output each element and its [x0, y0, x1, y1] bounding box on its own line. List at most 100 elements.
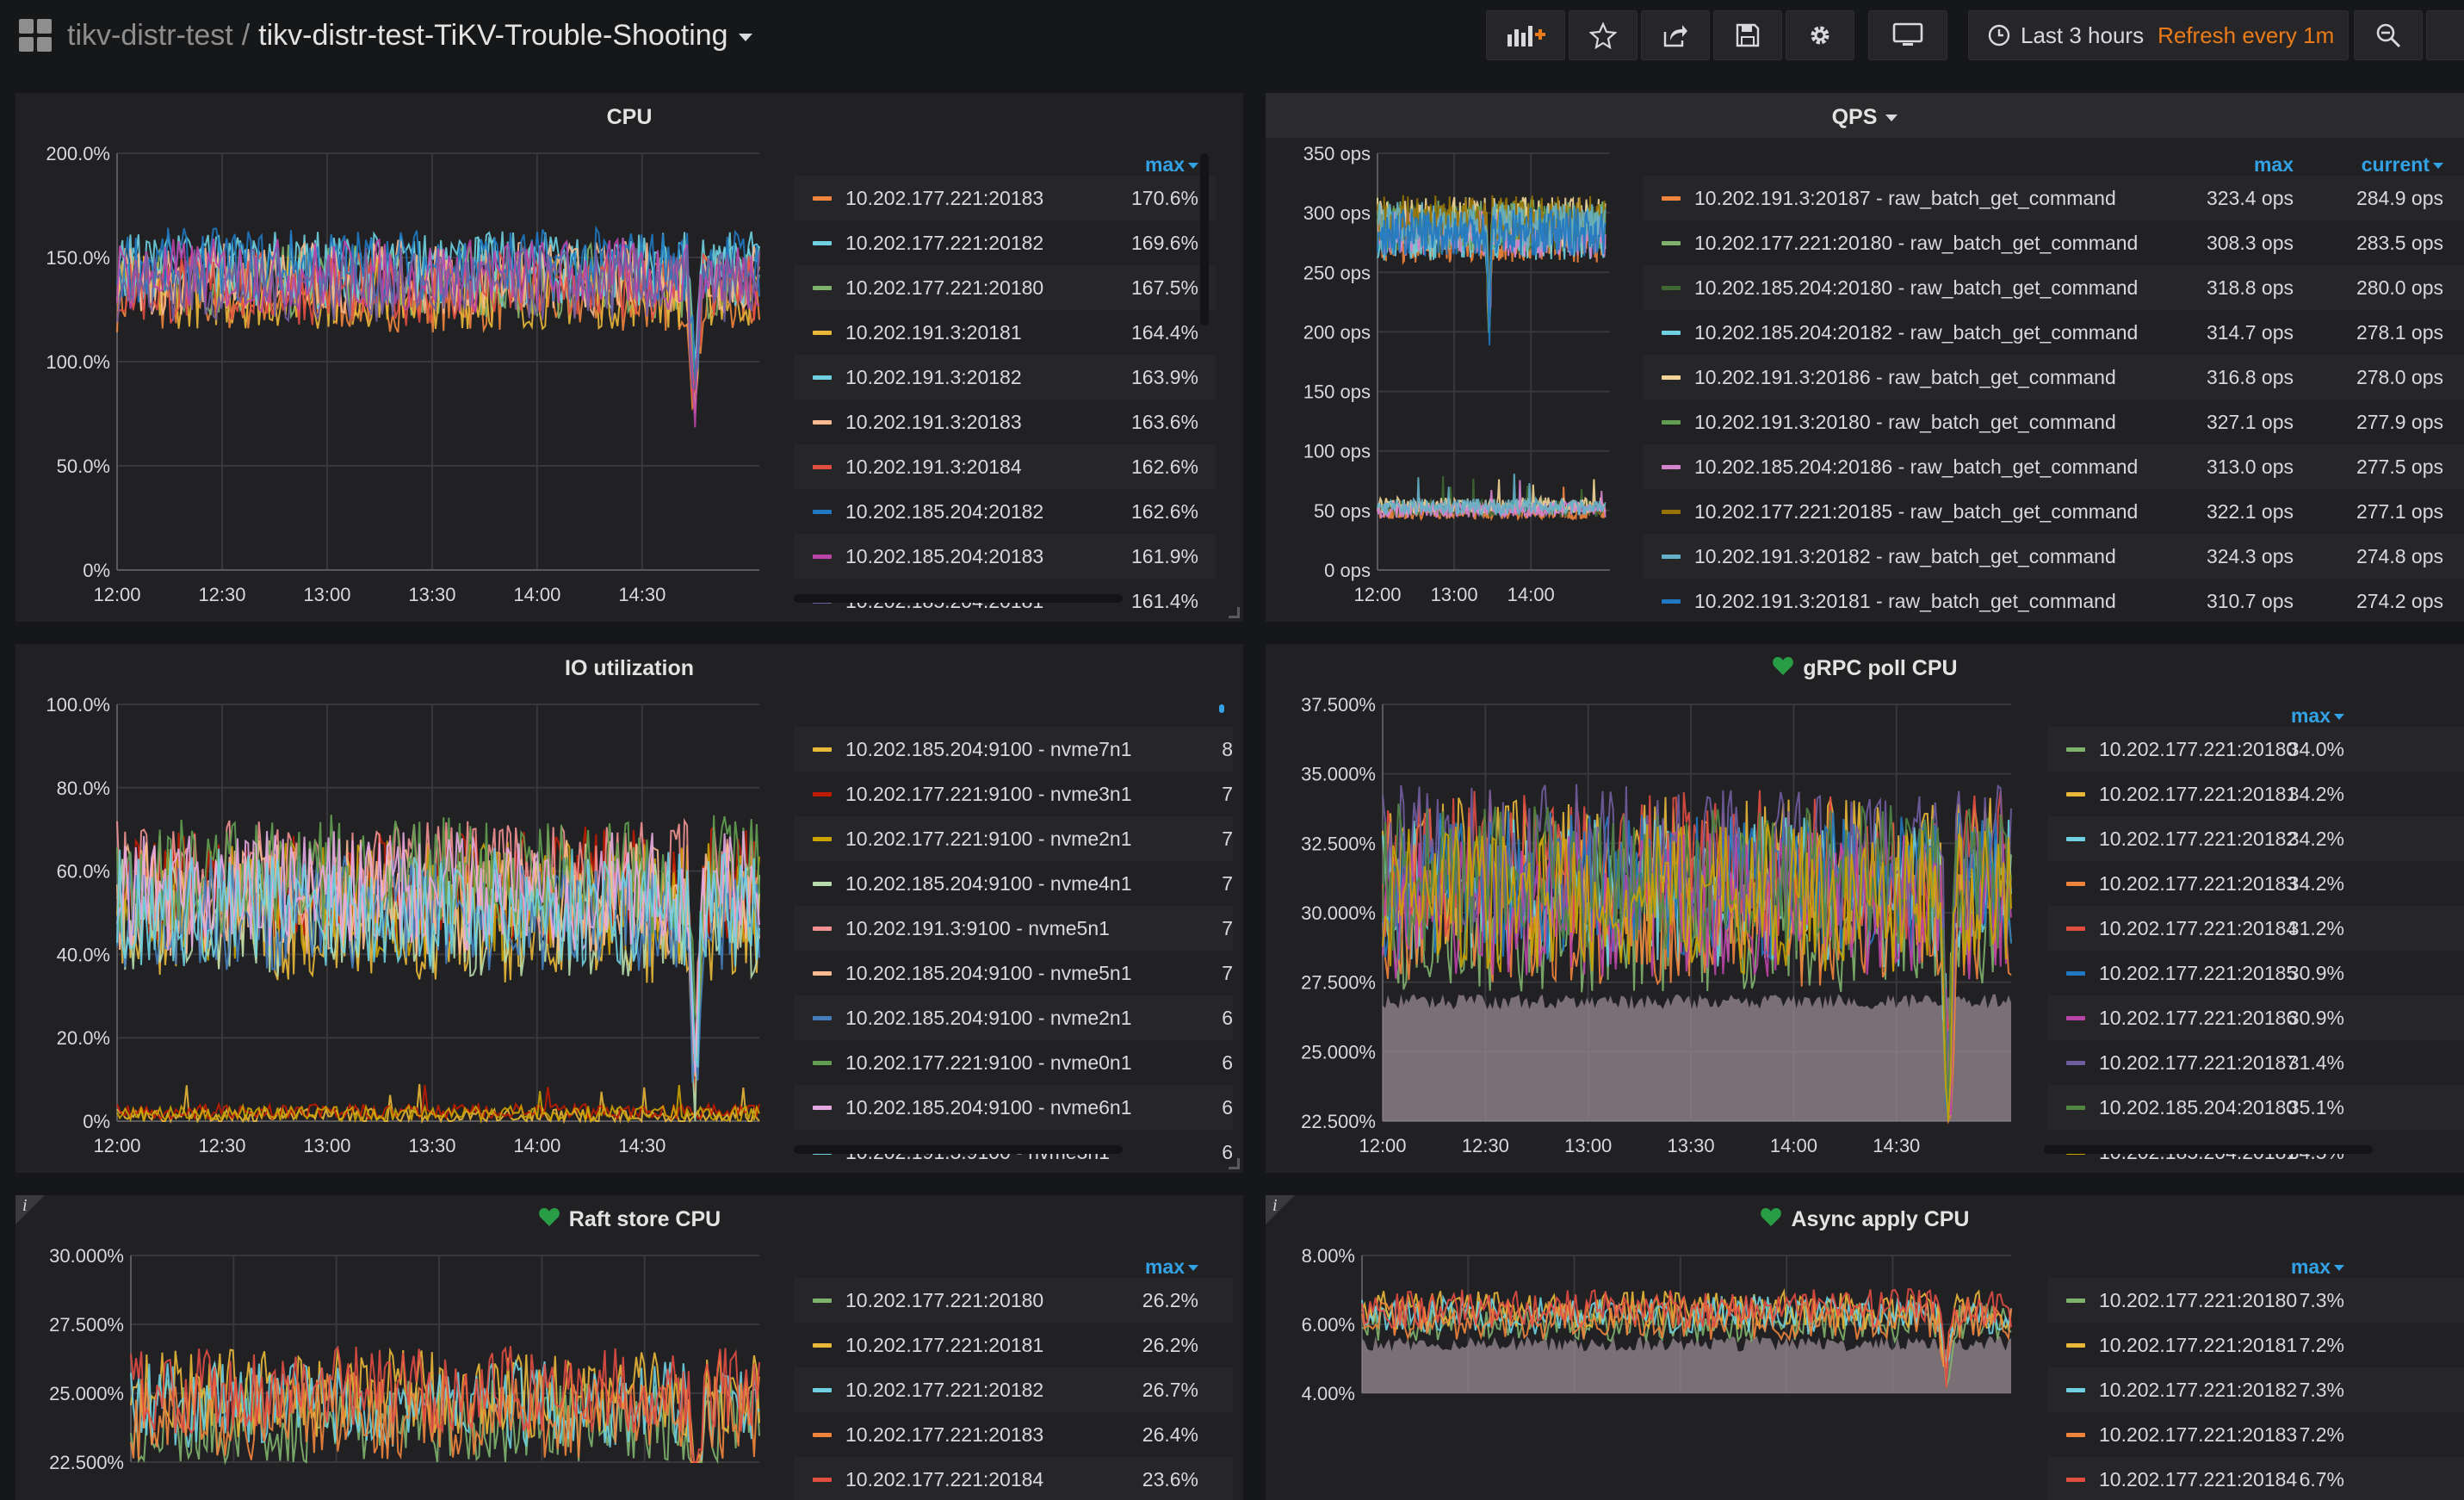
add-panel-button[interactable] — [1486, 10, 1565, 60]
legend-item[interactable]: 10.202.177.221:9100 - nvme2n1 7 — [794, 816, 1233, 861]
series-name[interactable]: 10.202.177.221:20184 — [845, 1468, 1044, 1491]
series-name[interactable]: 10.202.177.221:20182 — [845, 232, 1044, 254]
io-graph[interactable]: 100.0% 80.0% 60.0% 40.0% 20.0% 0% 12:00 12:30 13… — [15, 644, 799, 1173]
series-color-swatch[interactable] — [813, 510, 832, 514]
series-name[interactable]: 10.202.185.204:9100 - nvme7n1 — [845, 738, 1132, 760]
series-color-swatch[interactable] — [813, 241, 832, 245]
series-name[interactable]: 10.202.185.204:20186 - raw_batch_get_com… — [1694, 456, 2139, 478]
series-color-swatch[interactable] — [2066, 1388, 2085, 1392]
series-name[interactable]: 10.202.185.204:20182 — [845, 500, 1044, 523]
series-name[interactable]: 10.202.177.221:9100 - nvme2n1 — [845, 827, 1132, 850]
legend-scrollbar-h[interactable] — [2044, 1145, 2373, 1154]
legend-item[interactable]: 10.202.185.204:9100 - nvme2n1 6 — [794, 995, 1233, 1040]
legend-item[interactable]: 10.202.177.221:20184 6.7% — [2047, 1457, 2464, 1500]
legend-item[interactable]: 10.202.191.3:20181 164.4% — [794, 310, 1216, 355]
legend-sort-current[interactable]: current — [2349, 153, 2443, 188]
series-color-swatch[interactable] — [1662, 555, 1681, 559]
series-color-swatch[interactable] — [2066, 1061, 2085, 1065]
series-name[interactable]: 10.202.177.221:20184 — [2099, 917, 2298, 939]
info-icon[interactable]: i — [15, 1195, 45, 1224]
legend-item[interactable]: 10.202.191.3:20187 - raw_batch_get_comma… — [1643, 176, 2464, 220]
settings-button[interactable] — [1786, 10, 1854, 60]
raft-graph[interactable]: 30.000% 27.500% 25.000% 22.500% — [15, 1195, 799, 1500]
series-color-swatch[interactable] — [2066, 1016, 2085, 1020]
series-name[interactable]: 10.202.177.221:20180 - raw_batch_get_com… — [1694, 232, 2139, 254]
series-name[interactable]: 10.202.185.204:20182 - raw_batch_get_com… — [1694, 321, 2139, 344]
series-name[interactable]: 10.202.191.3:20184 — [845, 456, 1022, 478]
series-color-swatch[interactable] — [1662, 465, 1681, 469]
series-name[interactable]: 10.202.177.221:20183 — [2099, 1423, 2298, 1446]
legend-item[interactable]: 10.202.177.221:20187 31.4% — [2047, 1040, 2464, 1085]
series-name[interactable]: 10.202.177.221:20183 — [845, 187, 1044, 209]
legend-scrollbar[interactable] — [1219, 704, 1224, 713]
legend-item[interactable]: 10.202.191.3:20184 162.6% — [794, 444, 1216, 489]
series-name[interactable]: 10.202.177.221:9100 - nvme3n1 — [845, 783, 1132, 805]
series-name[interactable]: 10.202.191.3:20181 — [845, 321, 1022, 344]
series-color-swatch[interactable] — [813, 1388, 832, 1392]
legend-item[interactable]: 10.202.177.221:20184 23.6% — [794, 1457, 1233, 1500]
series-name[interactable]: 10.202.185.204:9100 - nvme5n1 — [845, 962, 1132, 984]
panel-title[interactable]: IO utilization — [565, 656, 694, 680]
series-name[interactable]: 10.202.185.204:20183 — [845, 545, 1044, 567]
legend-sort-max[interactable]: max — [2253, 153, 2294, 176]
legend-item[interactable]: 10.202.177.221:20182 26.7% — [794, 1367, 1233, 1412]
legend-item[interactable]: 10.202.191.3:9100 - nvme5n1 7 — [794, 906, 1233, 951]
resize-handle[interactable] — [1229, 607, 1240, 618]
share-button[interactable] — [1641, 10, 1710, 60]
chevron-down-icon[interactable] — [1885, 115, 1898, 122]
series-color-swatch[interactable] — [813, 555, 832, 559]
legend-item[interactable]: 10.202.177.221:20182 7.3% — [2047, 1367, 2464, 1412]
series-color-swatch[interactable] — [813, 1299, 832, 1303]
series-color-swatch[interactable] — [1662, 420, 1681, 425]
panel-title[interactable]: Async apply CPU — [1266, 1207, 2464, 1234]
legend-item[interactable]: 10.202.185.204:20182 162.6% — [794, 489, 1216, 534]
legend-item[interactable]: 10.202.185.204:20180 35.1% — [2047, 1085, 2464, 1130]
series-name[interactable]: 10.202.177.221:20182 — [2099, 827, 2298, 850]
legend-item[interactable]: 10.202.185.204:9100 - nvme7n1 8 — [794, 727, 1233, 772]
star-button[interactable] — [1569, 10, 1638, 60]
series-name[interactable]: 10.202.191.3:20182 — [845, 366, 1022, 388]
series-name[interactable]: 10.202.177.221:20185 - raw_batch_get_com… — [1694, 500, 2139, 523]
series-color-swatch[interactable] — [813, 465, 832, 469]
chevron-down-icon[interactable] — [738, 33, 752, 41]
series-color-swatch[interactable] — [813, 286, 832, 290]
series-color-swatch[interactable] — [2066, 927, 2085, 931]
series-color-swatch[interactable] — [813, 1016, 832, 1020]
series-name[interactable]: 10.202.177.221:20185 — [2099, 962, 2298, 984]
panel-header[interactable]: Async apply CPU — [1266, 1195, 2464, 1240]
series-name[interactable]: 10.202.177.221:20180 — [845, 276, 1044, 299]
series-color-swatch[interactable] — [813, 375, 832, 380]
panel-header[interactable]: Raft store CPU — [15, 1195, 1243, 1240]
legend-item[interactable]: 10.202.177.221:20183 7.2% — [2047, 1412, 2464, 1457]
legend-scrollbar[interactable] — [1200, 153, 1209, 325]
panel-title[interactable]: QPS — [1266, 105, 2464, 130]
series-color-swatch[interactable] — [813, 927, 832, 931]
series-color-swatch[interactable] — [2066, 882, 2085, 886]
legend-item[interactable]: 10.202.177.221:20182 169.6% — [794, 220, 1216, 265]
dashboard-title[interactable]: tikv-distr-test-TiKV-Trouble-Shooting — [258, 19, 728, 52]
legend-item[interactable]: 10.202.177.221:20182 34.2% — [2047, 816, 2464, 861]
series-name[interactable]: 10.202.177.221:20182 — [2099, 1379, 2298, 1401]
legend-item[interactable]: 10.202.191.3:20182 163.9% — [794, 355, 1216, 400]
series-color-swatch[interactable] — [813, 882, 832, 886]
series-color-swatch[interactable] — [813, 792, 832, 796]
legend-item[interactable]: 10.202.185.204:20183 161.9% — [794, 534, 1216, 579]
async-graph[interactable]: 8.00% 6.00% 4.00% — [1266, 1195, 2023, 1500]
legend-item[interactable]: 10.202.177.221:20186 30.9% — [2047, 995, 2464, 1040]
tv-mode-button[interactable] — [1868, 10, 1947, 60]
series-name[interactable]: 10.202.177.221:20181 — [2099, 783, 2298, 805]
series-color-swatch[interactable] — [813, 1478, 832, 1482]
legend-sort-max[interactable]: max — [2250, 704, 2344, 739]
panel-title[interactable]: gRPC poll CPU — [1266, 656, 2464, 683]
legend-item[interactable]: 10.202.177.221:20181 26.2% — [794, 1323, 1233, 1367]
legend-item[interactable]: 10.202.185.204:9100 - nvme4n1 7 — [794, 861, 1233, 906]
series-name[interactable]: 10.202.185.204:9100 - nvme4n1 — [845, 872, 1132, 895]
series-name[interactable]: 10.202.191.3:9100 - nvme5n1 — [845, 917, 1110, 939]
panel-title[interactable]: CPU — [606, 105, 653, 129]
series-name[interactable]: 10.202.191.3:20182 - raw_batch_get_comma… — [1694, 545, 2116, 567]
info-icon[interactable]: i — [1266, 1195, 1295, 1224]
legend-item[interactable]: 10.202.191.3:20183 163.6% — [794, 400, 1216, 444]
zoom-out-button[interactable] — [2354, 10, 2423, 60]
series-name[interactable]: 10.202.177.221:20180 — [2099, 1289, 2298, 1311]
series-color-swatch[interactable] — [813, 971, 832, 976]
